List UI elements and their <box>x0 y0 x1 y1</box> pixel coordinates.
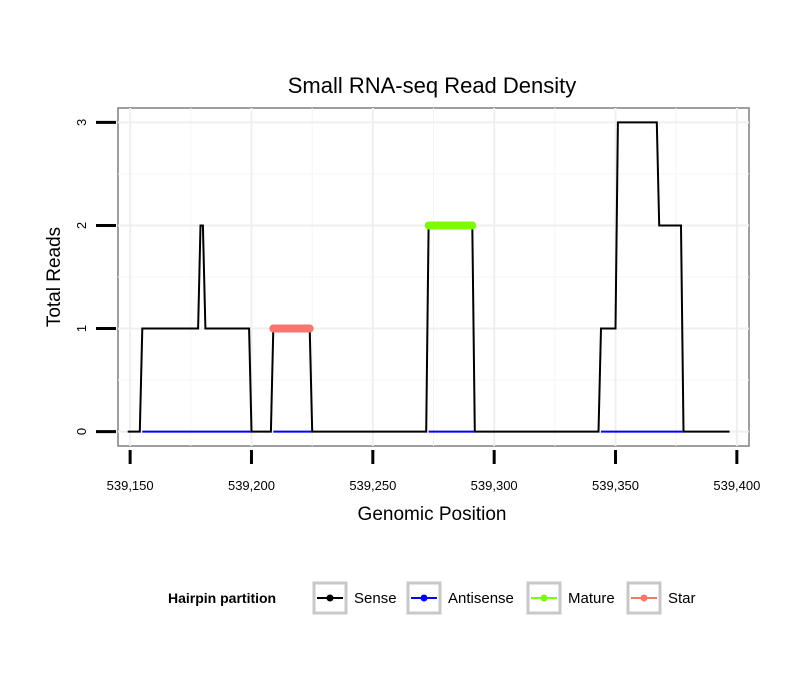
y-tick-label: 2 <box>74 222 89 229</box>
y-tick-label: 3 <box>74 119 89 126</box>
legend-label-antisense: Antisense <box>448 590 514 607</box>
legend-key-dot <box>540 594 548 602</box>
y-axis-label: Total Reads <box>44 227 65 327</box>
x-tick-label: 539,350 <box>592 478 639 493</box>
legend-key-dot <box>326 594 334 602</box>
series-sense-line <box>127 121 730 433</box>
y-tick-label: 0 <box>74 428 89 435</box>
y-tick-label: 1 <box>74 325 89 332</box>
legend-key-dot <box>640 594 648 602</box>
x-tick-label: 539,150 <box>107 478 154 493</box>
x-tick-label: 539,200 <box>228 478 275 493</box>
x-tick-label: 539,250 <box>349 478 396 493</box>
legend-title: Hairpin partition <box>168 590 276 606</box>
x-axis-label: Genomic Position <box>358 504 507 525</box>
legend-label-mature: Mature <box>568 590 615 607</box>
legend-label-star: Star <box>668 590 696 607</box>
x-tick-label: 539,300 <box>471 478 518 493</box>
legend: Hairpin partition Sense Antisense Mature St… <box>168 581 696 615</box>
legend-key-dot <box>420 594 428 602</box>
chart-title: Small RNA-seq Read Density <box>288 73 577 98</box>
x-tick-label: 539,400 <box>713 478 760 493</box>
grid-lines <box>118 108 749 446</box>
series-layer <box>127 121 730 433</box>
legend-label-sense: Sense <box>354 590 397 607</box>
axes: 539,150 539,200 539,250 539,300 539,350 539,4… <box>74 119 760 493</box>
